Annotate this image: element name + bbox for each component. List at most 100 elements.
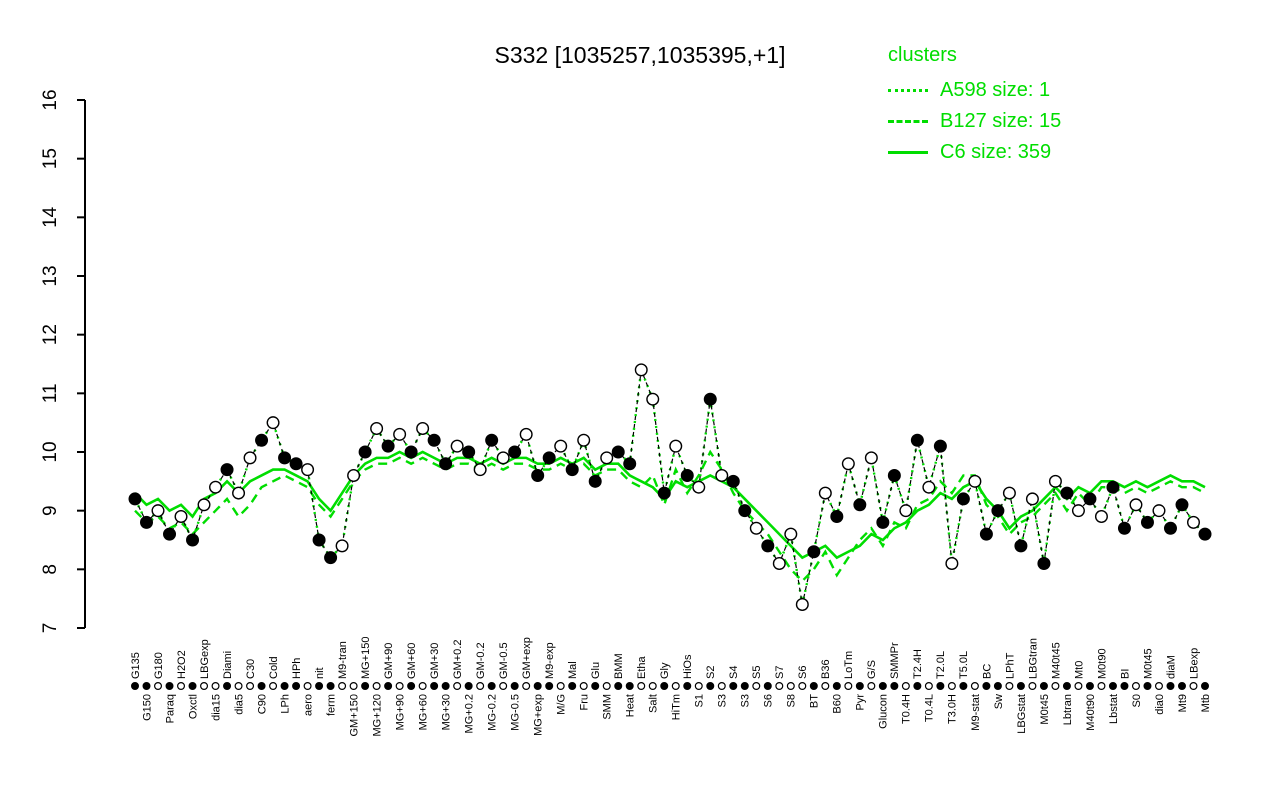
strip-point — [798, 681, 807, 690]
data-point — [807, 545, 821, 559]
data-point — [462, 445, 476, 459]
x-tick-label: LPhT — [1004, 652, 1016, 679]
y-tick-label: 8 — [40, 564, 61, 575]
data-point — [945, 556, 959, 570]
data-point — [841, 457, 855, 471]
strip-point — [625, 681, 634, 690]
x-tick-label: GM-0.2 — [475, 642, 487, 679]
data-point — [830, 510, 844, 524]
x-tick-label: MG+30 — [440, 694, 452, 730]
data-point — [761, 539, 775, 553]
strip-point — [671, 681, 680, 690]
data-point — [370, 422, 384, 436]
strip-point — [809, 681, 818, 690]
x-tick-label: G180 — [153, 652, 165, 679]
data-point — [324, 551, 338, 565]
x-tick-label: S7 — [774, 666, 786, 679]
x-tick-label: M0t45 — [1039, 694, 1051, 725]
data-point — [1163, 521, 1177, 535]
x-tick-label: Glu — [590, 662, 602, 679]
strip-point — [568, 681, 577, 690]
data-point — [968, 474, 982, 488]
x-tick-label: C30 — [245, 659, 257, 679]
data-point — [1083, 492, 1097, 506]
y-tick-label: 14 — [40, 206, 61, 228]
x-tick-label: M0t45 — [1142, 648, 1154, 679]
data-point — [657, 486, 671, 500]
x-tick-label: BT — [809, 694, 821, 708]
x-tick-label: Paraq — [164, 694, 176, 723]
x-tick-label: B36 — [820, 659, 832, 679]
cluster-line-b127 — [134, 449, 1206, 583]
data-point — [726, 474, 740, 488]
legend-heading: clusters — [888, 44, 957, 66]
data-point — [508, 445, 522, 459]
x-tick-label: MG+90 — [394, 694, 406, 730]
data-point — [1106, 480, 1120, 494]
data-point — [220, 463, 234, 477]
strip-point — [522, 681, 531, 690]
x-tick-label: Cold — [268, 656, 280, 679]
x-tick-label: M40t90 — [1085, 694, 1097, 731]
strip-point — [821, 681, 830, 690]
y-tick-label: 12 — [40, 324, 61, 345]
strip-point — [1120, 681, 1129, 690]
strip-point — [200, 681, 209, 690]
strip-point — [855, 681, 864, 690]
strip-point — [177, 681, 186, 690]
x-tick-label: T0.4L — [924, 694, 936, 722]
x-tick-label: LBGexp — [199, 639, 211, 679]
strip-point — [315, 681, 324, 690]
strip-point — [257, 681, 266, 690]
strip-point — [786, 681, 795, 690]
cluster-legend: clusters A598 size: 1 B127 size: 15 C6 s… — [888, 44, 1061, 163]
strip-point — [234, 681, 243, 690]
data-point — [1071, 504, 1085, 518]
x-tick-label: LPh — [279, 694, 291, 714]
x-tick-label: LBGtran — [1027, 638, 1039, 679]
strip-point — [303, 681, 312, 690]
data-point — [496, 451, 510, 465]
x-tick-label: Gly — [659, 662, 671, 679]
data-point — [1002, 486, 1016, 500]
strip-point — [936, 681, 945, 690]
x-tick-label: nit — [314, 667, 326, 679]
data-point — [128, 492, 142, 506]
x-tick-label: H2O2 — [176, 650, 188, 679]
x-tick-label: B60 — [832, 694, 844, 714]
data-point — [151, 504, 165, 518]
x-tick-label: SMM — [602, 694, 614, 720]
data-point — [634, 363, 648, 377]
data-point — [416, 422, 430, 436]
strip-point — [1097, 681, 1106, 690]
strip-point — [1200, 681, 1209, 690]
strip-point — [338, 681, 347, 690]
strip-point — [775, 681, 784, 690]
data-point — [450, 439, 464, 453]
strip-point — [1108, 681, 1117, 690]
data-point — [795, 598, 809, 612]
x-tick-label: diaM — [1165, 655, 1177, 679]
legend-item-label: B127 size: 15 — [940, 109, 1062, 132]
data-point — [519, 427, 533, 441]
strip-point — [993, 681, 1002, 690]
strip-point — [464, 681, 473, 690]
strip-point — [1189, 681, 1198, 690]
x-tick-label: G135 — [130, 652, 142, 679]
strip-point — [602, 681, 611, 690]
x-tick-label: MG-0.2 — [487, 694, 499, 731]
x-tick-label: M9-tran — [337, 641, 349, 679]
strip-point — [533, 681, 542, 690]
data-point — [1198, 527, 1212, 541]
strip-point — [142, 681, 151, 690]
x-tick-label: BMM — [613, 653, 625, 679]
x-tick-label: S0 — [1131, 694, 1143, 707]
data-point — [738, 504, 752, 518]
data-point — [864, 451, 878, 465]
x-tick-label: GM+150 — [348, 694, 360, 737]
x-tick-label: dia5 — [233, 694, 245, 715]
x-tick-label: HPh — [291, 658, 303, 679]
x-tick-label: SMMPr — [889, 642, 901, 679]
strip-point — [556, 681, 565, 690]
data-point — [554, 439, 568, 453]
